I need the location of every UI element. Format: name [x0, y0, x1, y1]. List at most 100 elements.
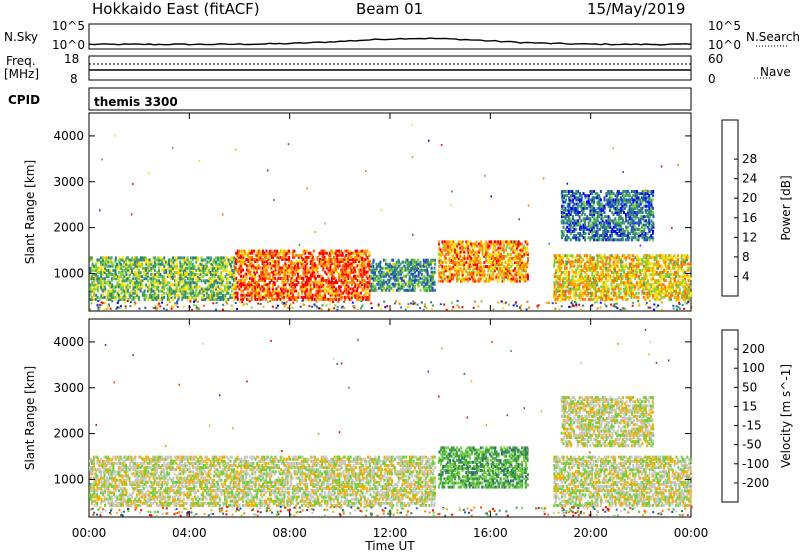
data-cell: [594, 285, 597, 289]
data-cell: [553, 258, 556, 262]
data-cell: [670, 285, 673, 289]
cpid-value: themis 3300: [94, 95, 178, 109]
data-cell: [359, 297, 362, 301]
data-cell: [657, 281, 660, 285]
data-cell: [401, 270, 404, 274]
data-cell: [578, 285, 581, 289]
data-cell: [292, 293, 295, 297]
data-cell: [340, 249, 343, 253]
data-cell: [147, 266, 150, 270]
data-cell: [162, 275, 165, 279]
data-cell: [556, 268, 559, 272]
station-title: Hokkaido East (fitACF): [92, 0, 260, 18]
data-cell: [157, 283, 160, 287]
data-cell: [204, 264, 207, 268]
data-cell: [445, 279, 448, 283]
data-cell: [408, 274, 411, 278]
data-cell: [477, 271, 480, 275]
data-cell: [381, 272, 384, 276]
data-cell: [263, 262, 266, 266]
data-cell: [271, 289, 274, 293]
data-cell: [242, 276, 245, 280]
data-cell: [213, 266, 216, 270]
data-cell: [170, 291, 173, 295]
data-cell: [348, 262, 351, 266]
data-cell: [265, 291, 268, 295]
data-cell: [157, 285, 160, 289]
data-cell: [143, 273, 146, 276]
data-cell: [179, 262, 182, 266]
data-cell: [371, 282, 374, 286]
data-cell: [559, 275, 561, 278]
data-cell: [420, 282, 423, 286]
data-cell: [366, 295, 369, 299]
data-cell: [356, 255, 358, 259]
data-cell: [181, 293, 183, 297]
data-cell: [460, 242, 462, 246]
data-cell: [565, 262, 568, 266]
data-cell: [572, 293, 575, 297]
data-cell: [289, 279, 292, 282]
data-cell: [410, 278, 413, 282]
data-cell: [322, 295, 325, 299]
data-cell: [488, 256, 491, 260]
data-cell: [195, 283, 198, 287]
data-cell: [93, 273, 96, 276]
data-cell: [327, 270, 330, 274]
data-cell: [379, 264, 382, 268]
data-cell: [324, 293, 326, 297]
data-cell: [499, 256, 502, 260]
data-cell: [238, 253, 241, 257]
data-cell: [168, 287, 171, 291]
data-cell: [118, 266, 120, 270]
data-cell: [118, 277, 121, 281]
data-cell: [177, 271, 180, 274]
data-cell: [322, 279, 325, 282]
data-cell: [271, 260, 273, 264]
data-cell: [116, 281, 119, 285]
data-cell: [503, 271, 506, 275]
data-cell: [276, 260, 279, 264]
data-cell: [417, 284, 420, 288]
data-cell: [170, 275, 173, 279]
freq-tick-top: 18: [64, 52, 80, 66]
data-cell: [670, 293, 672, 297]
data-cell: [152, 275, 155, 279]
data-cell: [123, 260, 126, 264]
data-cell: [664, 289, 667, 293]
data-cell: [282, 283, 285, 287]
data-cell: [201, 291, 204, 295]
data-cell: [501, 261, 504, 264]
data-cell: [162, 283, 165, 287]
data-cell: [524, 248, 527, 252]
data-cell: [505, 269, 507, 273]
data-cell: [629, 277, 632, 281]
data-cell: [423, 280, 426, 284]
data-cell: [216, 268, 219, 272]
data-cell: [186, 256, 189, 260]
data-cell: [614, 293, 617, 297]
data-cell: [288, 260, 290, 264]
data-cell: [181, 256, 184, 260]
data-cell: [268, 258, 271, 261]
data-cell: [118, 279, 121, 283]
data-cell: [352, 260, 355, 264]
data-cell: [614, 264, 617, 268]
data-cell: [358, 264, 360, 268]
data-cell: [322, 281, 324, 285]
data-cell: [589, 279, 592, 283]
data-cell: [392, 282, 394, 286]
data-cell: [515, 254, 518, 258]
data-cell: [322, 293, 325, 297]
data-cell: [361, 255, 364, 259]
data-cell: [414, 286, 416, 290]
data-cell: [350, 287, 353, 291]
data-cell: [485, 254, 488, 258]
data-cell: [325, 251, 328, 255]
data-cell: [161, 281, 163, 285]
data-cell: [430, 270, 433, 274]
data-cell: [623, 256, 626, 260]
data-cell: [166, 273, 169, 276]
data-cell: [412, 258, 415, 262]
data-cell: [272, 260, 275, 264]
